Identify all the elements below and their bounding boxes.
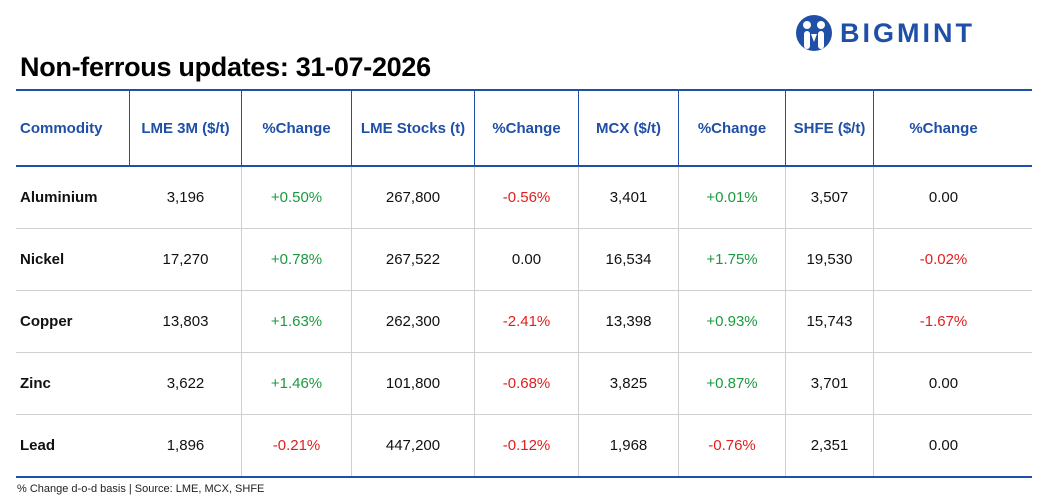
table-row: Zinc 3,622 +1.46% 101,800 -0.68% 3,825 +0.87% 3… [16,353,1032,415]
table-cell: 13,803 [130,291,242,352]
table-cell: +0.78% [242,229,352,290]
table-row: Lead 1,896 -0.21% 447,200 -0.12% 1,968 -0.76% 2… [16,415,1032,478]
header-stocks-change: %Change [475,91,579,165]
header-mcx: MCX ($/t) [579,91,679,165]
header-commodity: Commodity [16,91,130,165]
table-cell: 1,896 [130,415,242,476]
table-cell: -0.02% [919,251,968,268]
table-cell: +0.01% [679,167,786,228]
commodity-name: Aluminium [20,189,98,206]
table-cell: 15,743 [786,291,874,352]
table-row: Aluminium 3,196 +0.50% 267,800 -0.56% 3,401 +0… [16,167,1032,229]
table-cell: +0.50% [242,167,352,228]
table-cell: 3,196 [130,167,242,228]
table-row: Nickel 17,270 +0.78% 267,522 0.00 16,534 +1.75… [16,229,1032,291]
table-cell: 3,701 [786,353,874,414]
header-mcx-change: %Change [679,91,786,165]
header-shfe-change: %Change [909,119,978,137]
source-footnote: % Change d-o-d basis | Source: LME, MCX,… [17,483,265,495]
header-lme-change: %Change [242,91,352,165]
table-cell: 3,401 [579,167,679,228]
table-cell: 16,534 [579,229,679,290]
bigmint-logo-icon [796,15,832,51]
table-cell: 0.00 [928,375,959,392]
table-cell: -2.41% [475,291,579,352]
table-row: Copper 13,803 +1.63% 262,300 -2.41% 13,398 +0.… [16,291,1032,353]
table-cell: +0.93% [679,291,786,352]
table-cell: 13,398 [579,291,679,352]
header-lme-3m: LME 3M ($/t) [130,91,242,165]
header-lme-stocks: LME Stocks (t) [352,91,475,165]
commodity-name: Nickel [20,251,65,268]
table-cell: -0.21% [242,415,352,476]
table-header-row: Commodity LME 3M ($/t) %Change LME Stocks (… [16,89,1032,167]
table-cell: 267,800 [352,167,475,228]
table-cell: 0.00 [928,437,959,454]
commodity-name: Lead [20,437,56,454]
table-cell: +1.75% [679,229,786,290]
table-cell: 447,200 [352,415,475,476]
brand-name: BIGMINT [840,18,975,48]
brand-logo: BIGMINT [794,12,975,54]
table-cell: 2,351 [786,415,874,476]
table-cell: 17,270 [130,229,242,290]
commodity-name: Zinc [20,375,51,392]
table-cell: +0.87% [679,353,786,414]
table-cell: 19,530 [786,229,874,290]
table-cell: 267,522 [352,229,475,290]
header-shfe: SHFE ($/t) [786,91,874,165]
table-cell: 1,968 [579,415,679,476]
table-cell: 3,622 [130,353,242,414]
table-cell: -1.67% [919,313,968,330]
commodity-name: Copper [20,313,73,330]
table-cell: 101,800 [352,353,475,414]
table-cell: 262,300 [352,291,475,352]
nonferrous-table: Commodity LME 3M ($/t) %Change LME Stocks (… [16,89,1032,478]
table-cell: -0.68% [475,353,579,414]
table-cell: 0.00 [928,189,959,206]
table-cell: 3,507 [786,167,874,228]
table-cell: 3,825 [579,353,679,414]
table-cell: -0.12% [475,415,579,476]
table-cell: -0.56% [475,167,579,228]
table-cell: +1.46% [242,353,352,414]
table-cell: +1.63% [242,291,352,352]
table-cell: 0.00 [475,229,579,290]
table-cell: -0.76% [679,415,786,476]
page-title: Non-ferrous updates: 31-07-2026 [20,52,431,82]
